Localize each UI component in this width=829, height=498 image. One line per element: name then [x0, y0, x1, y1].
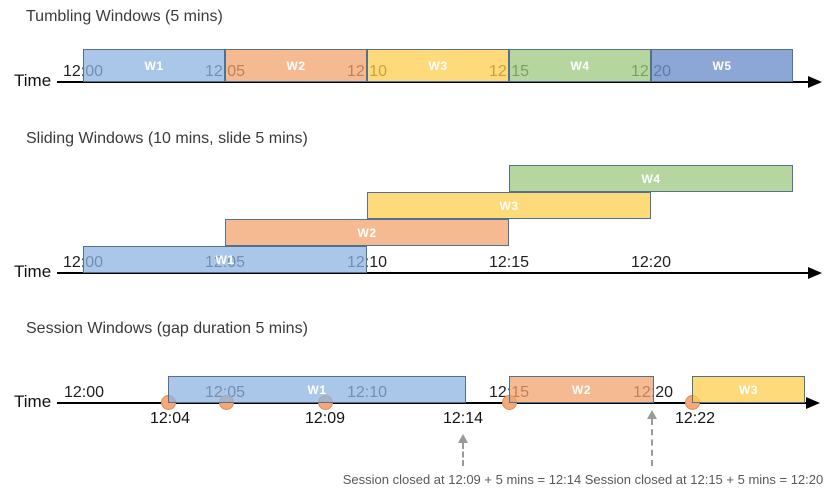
- window-label: W4: [570, 58, 590, 73]
- tick-label: 12:20: [630, 254, 672, 271]
- window-label: W3: [739, 382, 758, 397]
- window-w2: W2: [225, 219, 509, 246]
- window-w3: W3: [367, 49, 509, 82]
- window-label: W4: [641, 171, 661, 186]
- tumbling-time-axis-label: Time: [14, 71, 52, 90]
- window-w3: W3: [367, 192, 651, 219]
- session-close-annotation: Session closed at 12:09 + 5 mins = 12:14: [342, 472, 582, 487]
- window-label: W1: [307, 382, 327, 397]
- session-time-axis-line: [57, 402, 806, 404]
- session-time-axis-label: Time: [14, 392, 52, 411]
- window-label: W1: [144, 58, 164, 73]
- tumbling-time-axis-line: [57, 81, 808, 83]
- dashed-arrow-line: [462, 443, 464, 466]
- window-w2: W2: [509, 376, 654, 403]
- window-label: W3: [428, 58, 448, 73]
- event-time-label: 12:09: [304, 410, 346, 427]
- window-w2: W2: [225, 49, 367, 82]
- sliding-time-axis-line: [57, 272, 808, 274]
- window-w4: W4: [509, 49, 651, 82]
- window-label: W2: [357, 225, 377, 240]
- window-w5: W5: [651, 49, 793, 82]
- window-w1: W1: [168, 376, 466, 403]
- window-label: W2: [286, 58, 306, 73]
- session-title: Session Windows (gap duration 5 mins): [26, 320, 308, 337]
- window-w1: W1: [83, 246, 367, 273]
- window-label: W3: [499, 198, 519, 213]
- tumbling-title: Tumbling Windows (5 mins): [26, 8, 223, 25]
- sliding-time-axis-label: Time: [14, 262, 52, 281]
- tumbling-axis-arrow-icon: [808, 76, 822, 88]
- sliding-title: Sliding Windows (10 mins, slide 5 mins): [26, 130, 308, 147]
- event-time-label: 12:14: [442, 410, 484, 427]
- sliding-axis-arrow-icon: [808, 267, 822, 279]
- window-label: W1: [215, 252, 235, 267]
- session-close-annotation: Session closed at 12:15 + 5 mins = 12:20: [584, 472, 824, 487]
- dashed-up-arrowhead-icon: [458, 434, 468, 443]
- window-label: W5: [712, 58, 732, 73]
- tick-label: 12:15: [488, 254, 530, 271]
- dashed-up-arrowhead-icon: [647, 410, 657, 419]
- event-time-label: 12:22: [674, 410, 716, 427]
- window-w4: W4: [509, 165, 793, 192]
- window-w3: W3: [692, 376, 805, 403]
- tick-label: 12:00: [63, 384, 105, 401]
- window-label: W2: [572, 382, 591, 397]
- event-time-label: 12:04: [149, 410, 191, 427]
- session-axis-arrow-icon: [806, 397, 820, 409]
- window-w1: W1: [83, 49, 225, 82]
- dashed-arrow-line: [651, 419, 653, 466]
